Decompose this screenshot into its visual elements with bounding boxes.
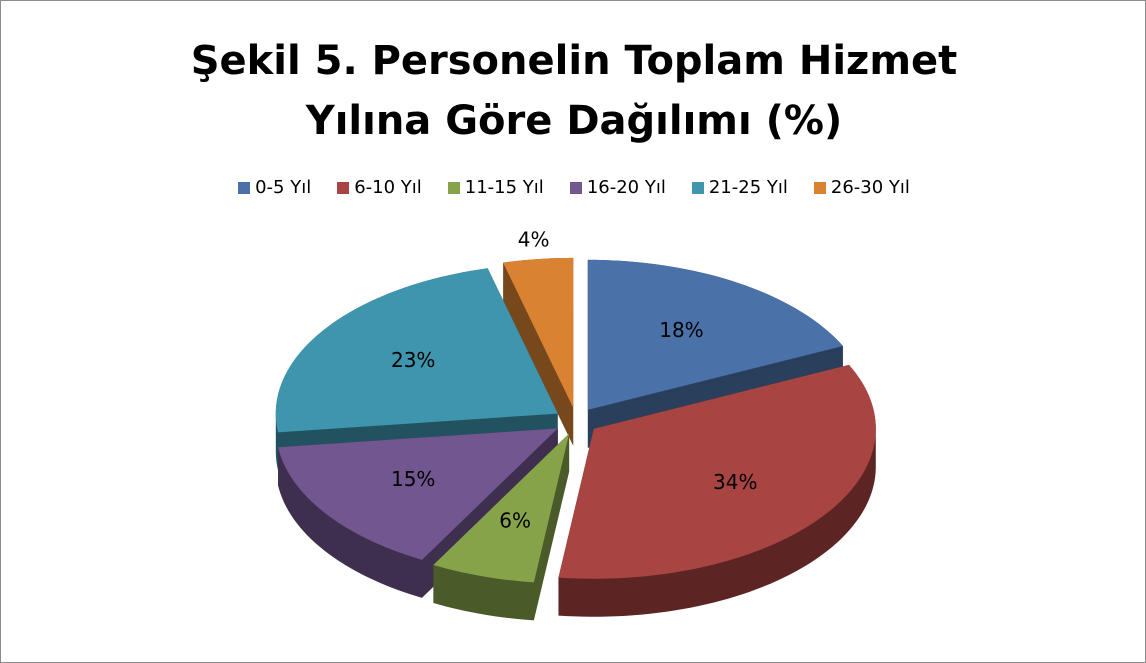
value-label: 23% bbox=[391, 348, 435, 372]
legend-swatch bbox=[813, 181, 826, 194]
legend: 0-5 Yıl 6-10 Yıl 11-15 Yıl 16-20 Yıl 21-25 Y… bbox=[1, 177, 1146, 198]
value-label: 4% bbox=[518, 228, 550, 252]
legend-label: 16-20 Yıl bbox=[586, 177, 666, 198]
slice bbox=[503, 257, 574, 408]
slice bbox=[433, 433, 570, 583]
legend-label: 21-25 Yıl bbox=[708, 177, 788, 198]
legend-item: 6-10 Yıl bbox=[337, 177, 422, 198]
legend-label: 11-15 Yıl bbox=[464, 177, 544, 198]
legend-item: 0-5 Yıl bbox=[238, 177, 311, 198]
legend-swatch bbox=[569, 181, 582, 194]
legend-swatch bbox=[691, 181, 704, 194]
legend-label: 6-10 Yıl bbox=[354, 177, 422, 198]
legend-item: 11-15 Yıl bbox=[447, 177, 544, 198]
legend-item: 16-20 Yıl bbox=[569, 177, 666, 198]
slice bbox=[558, 364, 876, 579]
chart-title: Şekil 5. Personelin Toplam Hizmet Yılına… bbox=[190, 38, 958, 144]
legend-label: 26-30 Yıl bbox=[830, 177, 910, 198]
value-label: 34% bbox=[713, 470, 757, 494]
slice bbox=[275, 268, 558, 433]
legend-swatch bbox=[447, 181, 460, 194]
value-label: 6% bbox=[499, 509, 531, 533]
legend-item: 26-30 Yıl bbox=[813, 177, 910, 198]
value-label: 18% bbox=[659, 318, 703, 342]
slice bbox=[278, 428, 558, 560]
legend-item: 21-25 Yıl bbox=[691, 177, 788, 198]
legend-swatch bbox=[337, 181, 350, 194]
legend-label: 0-5 Yıl bbox=[255, 177, 312, 198]
slice bbox=[587, 259, 843, 410]
legend-swatch bbox=[238, 181, 251, 194]
value-label: 15% bbox=[391, 467, 435, 491]
